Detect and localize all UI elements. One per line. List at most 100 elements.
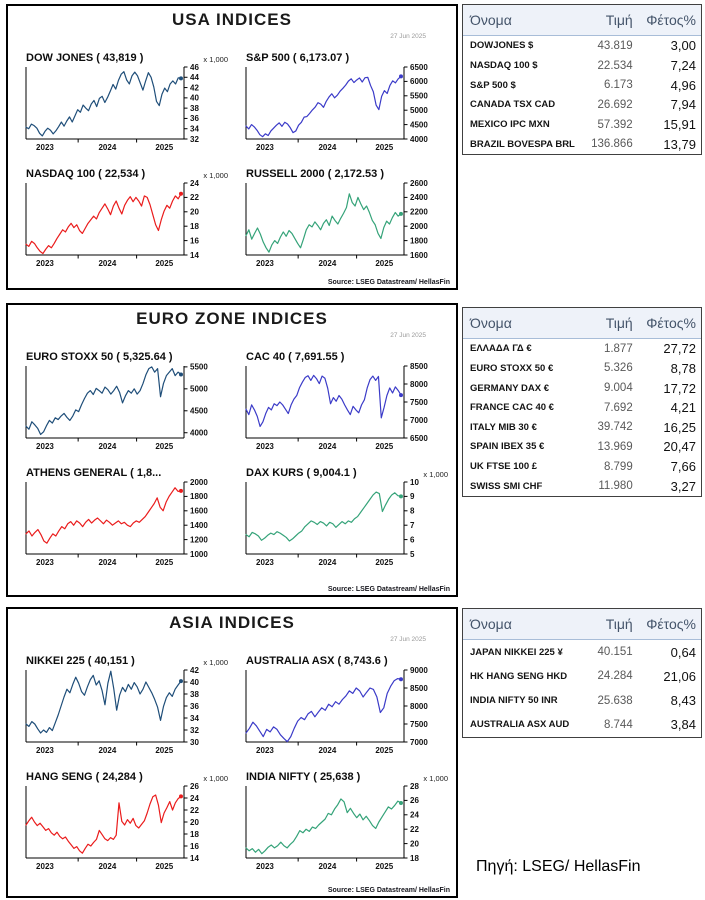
instrument-name: NASDAQ 100 $: [470, 60, 538, 71]
instrument-name: SWISS SMI CHF: [470, 480, 543, 492]
price-value: 57.392: [597, 118, 633, 131]
table-body-euro: ΕΛΛΑΔΑ ΓΔ € 1.877 27,72 EURO STOXX 50 € 5.32…: [463, 339, 701, 496]
svg-text:2023: 2023: [256, 259, 274, 268]
svg-text:20: 20: [190, 818, 199, 827]
svg-text:28: 28: [410, 783, 419, 791]
instrument-name: CANADA TSX CAD: [470, 99, 556, 111]
ytd-percent: 4,96: [670, 77, 696, 93]
cac-40-line-chart: 2023 2024 2025 8500 8000 7500 7000 6500: [245, 363, 428, 451]
euro-charts-grid: EURO STOXX 50 ( 5,325.64 ) 2023 2024 2025 5…: [8, 347, 456, 579]
panel-euro-zone-indices: EURO ZONE INDICES 27 Jun 2025 EURO STOXX…: [6, 303, 458, 597]
svg-text:18: 18: [190, 830, 199, 839]
price-value: 136.866: [591, 138, 633, 151]
panel-source-asia: Source: LSEG Datastream/ HellasFin: [327, 887, 450, 894]
instrument-name: INDIA NIFTY 50 INR: [470, 695, 558, 707]
panel-title-euro: EURO ZONE INDICES: [136, 309, 328, 328]
table-row: EURO STOXX 50 € 5.326 8,78: [463, 359, 701, 379]
instrument-name: S&P 500 $: [470, 79, 516, 91]
svg-text:8: 8: [410, 507, 415, 516]
svg-text:7500: 7500: [410, 398, 428, 407]
svg-text:24: 24: [410, 811, 419, 820]
table-row: UK FTSE 100 £ 8.799 7,66: [463, 457, 701, 477]
svg-text:5: 5: [410, 550, 415, 559]
chart-cell-australia-asx: AUSTRALIA ASX ( 8,743.6 ) 2023 2024 2025 90…: [234, 651, 450, 767]
panel-usa-indices: USA INDICES 27 Jun 2025 DOW JONES ( 43,8…: [6, 4, 458, 290]
hang-seng-line-chart: 2023 2024 2025 26 24 22 20 18 16 14: [25, 783, 199, 871]
svg-text:4000: 4000: [410, 135, 428, 144]
svg-text:2023: 2023: [36, 746, 54, 755]
chart-cell-dax-kurs: DAX KURS ( 9,004.1 ) x 1,000 2023 2024 202…: [234, 463, 450, 579]
price-value: 8.799: [603, 460, 633, 473]
instrument-name: UK FTSE 100 £: [470, 461, 538, 473]
table-row: MEXICO IPC MXN 57.392 15,91: [463, 115, 701, 135]
svg-text:16: 16: [190, 236, 199, 245]
chart-cell-cac-40: CAC 40 ( 7,691.55 ) 2023 2024 2025 8500 8000…: [234, 347, 450, 463]
svg-text:2023: 2023: [256, 143, 274, 152]
svg-text:42: 42: [190, 667, 199, 675]
svg-text:20: 20: [190, 208, 199, 217]
table-usa-quotes: Όνομα Τιμή Φέτος% DOWJONES $ 43.819 3,00 NA…: [462, 4, 702, 155]
dax-kurs-line-chart: 2023 2024 2025 10 9 8 7 6 5: [245, 479, 419, 567]
table-euro-quotes: Όνομα Τιμή Φέτος% ΕΛΛΑΔΑ ΓΔ € 1.877 27,72 E…: [462, 307, 702, 497]
australia-asx-line-chart: 2023 2024 2025 9000 8500 8000 7500 7000: [245, 667, 428, 755]
chart-title-euro-stoxx-50: EURO STOXX 50 ( 5,325.64 ): [26, 351, 173, 363]
table-row: SWISS SMI CHF 11.980 3,27: [463, 476, 701, 496]
svg-text:1600: 1600: [190, 507, 208, 516]
nasdaq-100-line-chart: 2023 2024 2025 24 22 20 18 16 14: [25, 180, 199, 268]
svg-text:2025: 2025: [375, 558, 393, 567]
svg-text:7: 7: [410, 521, 415, 530]
svg-text:7000: 7000: [410, 416, 428, 425]
svg-text:6000: 6000: [410, 77, 428, 86]
svg-text:16: 16: [190, 842, 199, 851]
price-value: 8.744: [603, 718, 633, 731]
chart-cell-sp-500: S&P 500 ( 6,173.07 ) 2023 2024 2025 6500 600…: [234, 48, 450, 164]
svg-text:24: 24: [190, 794, 199, 803]
svg-text:2023: 2023: [36, 259, 54, 268]
svg-text:2025: 2025: [375, 746, 393, 755]
svg-text:4500: 4500: [190, 407, 208, 416]
ytd-percent: 8,43: [670, 693, 696, 709]
svg-text:2023: 2023: [256, 442, 274, 451]
table-row: DOWJONES $ 43.819 3,00: [463, 36, 701, 56]
asia-charts-grid: NIKKEI 225 ( 40,151 ) x 1,000 2023 2024 20…: [8, 651, 456, 883]
chart-title-india-nifty: INDIA NIFTY ( 25,638 ): [246, 771, 361, 783]
table-row: AUSTRALIA ASX AUD 8.744 3,84: [463, 713, 701, 737]
chart-title-australia-asx: AUSTRALIA ASX ( 8,743.6 ): [246, 655, 388, 667]
svg-text:18: 18: [410, 854, 419, 863]
sp-500-line-chart: 2023 2024 2025 6500 6000 5500 5000 4500 4000: [245, 64, 428, 152]
svg-text:2025: 2025: [375, 862, 393, 871]
svg-text:2024: 2024: [98, 143, 116, 152]
table-row: HK HANG SENG HKD 24.284 21,06: [463, 664, 701, 688]
column-header-ytd: Φέτος%: [646, 12, 696, 28]
instrument-name: GERMANY DAX €: [470, 382, 550, 394]
table-row: BRAZIL BOVESPA BRL 136.866 13,79: [463, 134, 701, 154]
column-header-ytd: Φέτος%: [646, 616, 696, 632]
column-header-price: Τιμή: [605, 616, 633, 632]
svg-text:2200: 2200: [410, 208, 428, 217]
table-row: SPAIN IBEX 35 € 13.969 20,47: [463, 437, 701, 457]
svg-text:1800: 1800: [190, 492, 208, 501]
price-value: 7.692: [603, 401, 633, 414]
svg-text:8500: 8500: [410, 363, 428, 371]
table-row: S&P 500 $ 6.173 4,96: [463, 75, 701, 95]
table-row: CANADA TSX CAD 26.692 7,94: [463, 95, 701, 115]
chart-title-dax-kurs: DAX KURS ( 9,004.1 ): [246, 467, 357, 479]
svg-text:2025: 2025: [155, 746, 173, 755]
panel-asia-indices: ASIA INDICES 27 Jun 2025 NIKKEI 225 ( 40…: [6, 607, 458, 898]
instrument-name: EURO STOXX 50 €: [470, 362, 554, 374]
svg-text:2024: 2024: [318, 558, 336, 567]
price-value: 24.284: [597, 670, 633, 683]
svg-text:2023: 2023: [256, 862, 274, 871]
ytd-percent: 0,64: [670, 644, 696, 660]
svg-text:2024: 2024: [98, 862, 116, 871]
column-header-ytd: Φέτος%: [646, 315, 696, 331]
table-row: INDIA NIFTY 50 INR 25.638 8,43: [463, 689, 701, 713]
instrument-name: AUSTRALIA ASX AUD: [470, 719, 570, 731]
table-asia-quotes: Όνομα Τιμή Φέτος% JAPAN NIKKEI 225 ¥ 40.1…: [462, 608, 702, 738]
svg-text:8500: 8500: [410, 684, 428, 693]
india-nifty-line-chart: 2023 2024 2025 28 26 24 22 20 18: [245, 783, 419, 871]
svg-text:1400: 1400: [190, 521, 208, 530]
ytd-percent: 7,66: [670, 459, 696, 475]
instrument-name: JAPAN NIKKEI 225 ¥: [470, 646, 563, 658]
